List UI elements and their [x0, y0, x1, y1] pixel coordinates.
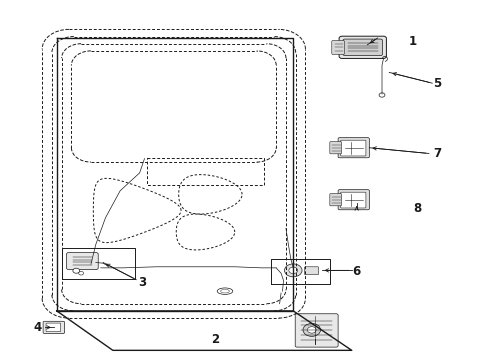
- Circle shape: [288, 267, 297, 274]
- FancyBboxPatch shape: [329, 194, 341, 206]
- Text: 4: 4: [33, 320, 41, 333]
- FancyBboxPatch shape: [295, 314, 337, 347]
- Text: 7: 7: [432, 147, 440, 159]
- FancyBboxPatch shape: [340, 192, 365, 208]
- Circle shape: [303, 323, 320, 336]
- FancyBboxPatch shape: [337, 190, 368, 210]
- FancyBboxPatch shape: [43, 321, 64, 333]
- FancyBboxPatch shape: [66, 252, 98, 270]
- FancyBboxPatch shape: [331, 41, 344, 54]
- FancyBboxPatch shape: [304, 267, 318, 275]
- FancyBboxPatch shape: [338, 36, 386, 58]
- FancyBboxPatch shape: [46, 323, 61, 332]
- Circle shape: [73, 268, 80, 273]
- Ellipse shape: [217, 288, 232, 294]
- FancyBboxPatch shape: [329, 141, 341, 154]
- Text: 5: 5: [432, 77, 440, 90]
- FancyBboxPatch shape: [337, 138, 368, 158]
- Ellipse shape: [220, 289, 229, 293]
- Text: 8: 8: [413, 202, 421, 215]
- FancyBboxPatch shape: [342, 39, 382, 55]
- Circle shape: [378, 93, 384, 97]
- Circle shape: [284, 264, 302, 277]
- FancyBboxPatch shape: [340, 140, 365, 156]
- Text: 2: 2: [211, 333, 219, 346]
- Text: 6: 6: [352, 265, 360, 278]
- Circle shape: [307, 327, 316, 333]
- Circle shape: [79, 271, 83, 275]
- Text: 3: 3: [138, 276, 146, 289]
- Text: 1: 1: [408, 35, 416, 49]
